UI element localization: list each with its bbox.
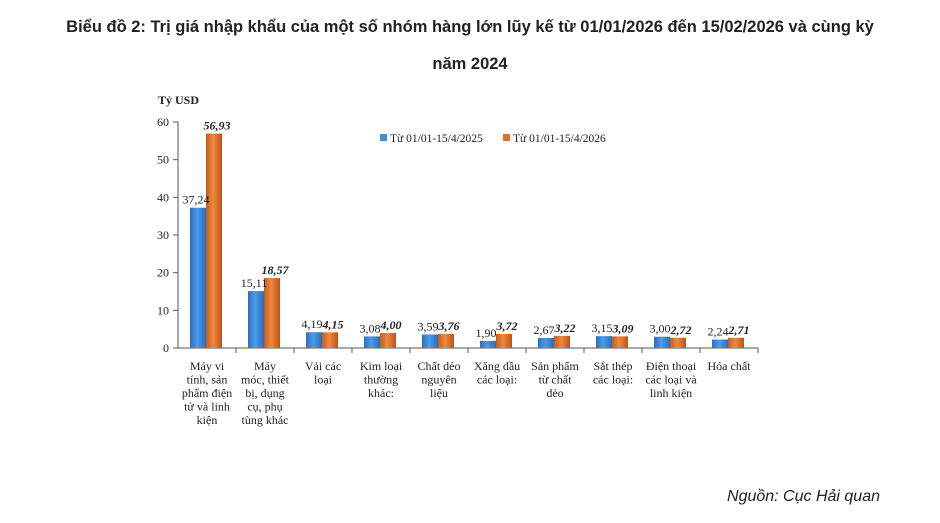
data-label-series2: 3,09	[612, 321, 634, 335]
x-tick-label: các loại:	[593, 373, 633, 387]
x-tick-label: Chất dẻo	[418, 359, 461, 373]
bar-series2	[728, 337, 744, 348]
bar-series2	[322, 332, 338, 348]
bar-series1	[306, 332, 322, 348]
y-tick-label: 60	[157, 115, 169, 129]
x-tick-label: thường	[364, 373, 398, 387]
bar-series2	[670, 337, 686, 348]
legend-label-series2: Từ 01/01-15/4/2026	[513, 133, 606, 145]
x-tick-label: loại	[314, 373, 333, 387]
x-tick-label: Máy	[254, 359, 276, 373]
data-label-series1: 1,90	[476, 326, 497, 340]
x-tick-label: linh kiện	[650, 386, 692, 400]
data-label-series1: 3,59	[418, 319, 439, 333]
data-label-series1: 2,24	[708, 325, 729, 339]
x-tick-label: khác:	[368, 386, 394, 400]
y-tick-label: 10	[157, 303, 169, 317]
bar-series1	[712, 339, 728, 348]
x-tick-label: tính, sản	[187, 373, 228, 387]
y-tick-label: 30	[157, 228, 169, 242]
x-tick-label: kiện	[197, 413, 218, 427]
x-tick-label: Máy vi	[190, 359, 225, 373]
data-label-series1: 15,11	[241, 276, 268, 290]
y-tick-label: 40	[157, 190, 169, 204]
legend-swatch-series1	[380, 134, 387, 141]
x-tick-label: Sắt thép	[594, 359, 633, 373]
x-tick-label: tử và linh	[184, 400, 230, 414]
x-tick-label: Điện thoại	[646, 359, 697, 373]
bar-series1	[190, 207, 206, 348]
bar-series2	[554, 335, 570, 348]
x-tick-label: phẩm điện	[182, 386, 232, 400]
x-tick-label: dẻo	[546, 386, 563, 400]
data-label-series1: 3,08	[360, 321, 381, 335]
chart-title-line-2: năm 2024	[432, 55, 508, 73]
bar-series2	[206, 133, 222, 348]
x-tick-label: tùng khác	[242, 413, 289, 427]
legend-label-series1: Từ 01/01-15/4/2025	[390, 133, 483, 145]
legend-swatch-series2	[503, 134, 510, 141]
data-label-series2: 3,76	[438, 319, 460, 333]
x-tick-label: các loại:	[477, 373, 517, 387]
x-tick-label: bị, dụng	[245, 386, 284, 400]
y-tick-label: 20	[157, 266, 169, 280]
y-tick-label: 50	[157, 153, 169, 167]
data-label-series2: 3,22	[554, 321, 576, 335]
chart-title-line-1: Biểu đồ 2: Trị giá nhập khẩu của một số …	[66, 18, 874, 36]
bar-series2	[612, 336, 628, 348]
source-note: Nguồn: Cục Hải quan	[727, 488, 880, 505]
data-label-series1: 2,67	[534, 323, 555, 337]
x-tick-label: các loại và	[645, 373, 697, 387]
x-tick-label: nguyên	[421, 373, 456, 387]
x-tick-label: Vải các	[305, 359, 341, 373]
x-tick-label: cụ, phụ	[247, 400, 282, 414]
data-label-series1: 4,19	[302, 317, 323, 331]
y-axis-title: Tỷ USD	[158, 93, 199, 107]
data-label-series2: 4,15	[322, 317, 344, 331]
x-tick-label: Hóa chất	[708, 359, 752, 373]
data-label-series2: 56,93	[204, 119, 231, 133]
data-label-series1: 37,24	[183, 193, 210, 207]
bar-series1	[654, 336, 670, 348]
data-label-series2: 18,57	[262, 263, 290, 277]
bar-series1	[422, 334, 438, 348]
bar-series1	[480, 340, 496, 348]
x-tick-label: liệu	[430, 386, 448, 400]
data-label-series1: 3,15	[592, 321, 613, 335]
data-label-series2: 4,00	[380, 318, 402, 332]
x-tick-label: Sản phẩm	[531, 359, 579, 373]
bar-series2	[380, 332, 396, 348]
data-label-series2: 2,72	[670, 323, 692, 337]
x-tick-label: móc, thiết	[241, 373, 290, 387]
bar-series1	[364, 336, 380, 348]
bar-series2	[438, 333, 454, 348]
bar-series1	[248, 291, 264, 348]
x-tick-label: Kim loại	[360, 359, 403, 373]
bar-series1	[538, 337, 554, 348]
data-label-series2: 2,71	[728, 323, 750, 337]
y-tick-label: 0	[163, 341, 169, 355]
data-label-series1: 3,00	[650, 322, 671, 336]
data-label-series2: 3,72	[496, 319, 518, 333]
x-tick-label: Xăng dầu	[474, 359, 520, 373]
x-tick-label: từ chất	[539, 373, 572, 387]
bar-series2	[264, 278, 280, 348]
bar-series1	[596, 336, 612, 348]
bar-series2	[496, 333, 512, 348]
